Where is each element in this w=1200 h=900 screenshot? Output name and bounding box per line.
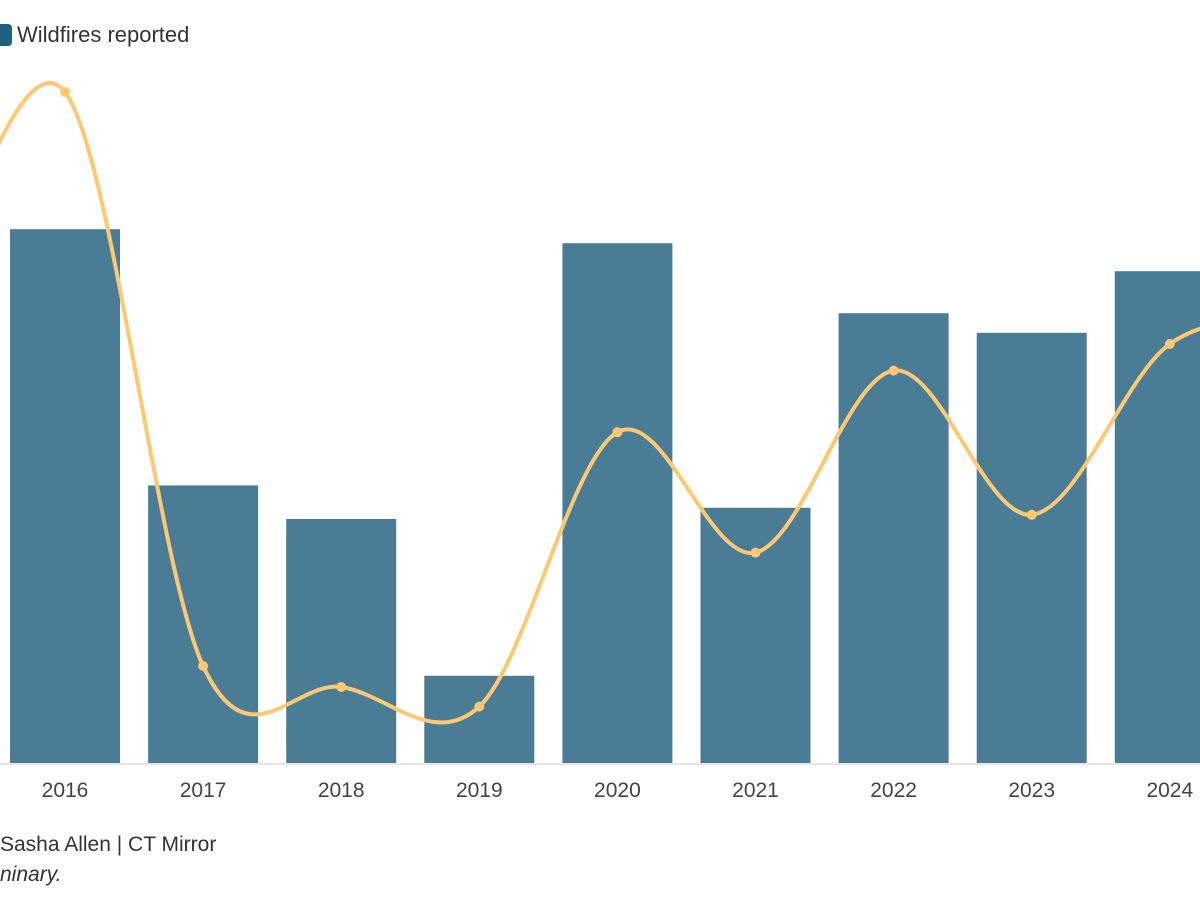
- footer: Sasha Allen | CT Mirror ninary.: [0, 830, 216, 890]
- bar-2023: [976, 332, 1087, 764]
- x-tick-label-2023: 2023: [1008, 779, 1055, 802]
- line-series: [0, 81, 1200, 725]
- x-axis-ticks: 2016 2017 2018 2019 2020 2021 2022 2023 2024: [42, 779, 1194, 802]
- x-tick-label-2022: 2022: [870, 779, 917, 802]
- bar-2022: [838, 313, 949, 764]
- line-point-2016: [60, 87, 70, 97]
- x-tick-label-2016: 2016: [42, 779, 89, 802]
- legend-label: Wildfires reported: [17, 22, 190, 47]
- bar-2018: [286, 519, 397, 764]
- legend: Wildfires reported: [0, 22, 189, 48]
- x-tick-label-2019: 2019: [456, 779, 503, 802]
- line-point-2024: [1164, 339, 1175, 349]
- footnote: ninary.: [0, 863, 62, 886]
- line-point-2020: [612, 427, 623, 438]
- bar-2019: [424, 675, 535, 764]
- legend-swatch: [0, 24, 12, 46]
- x-tick-label-2024: 2024: [1146, 779, 1193, 802]
- bar-2020: [562, 243, 673, 764]
- bar-series: [10, 229, 1200, 764]
- x-tick-label-2021: 2021: [732, 779, 779, 802]
- x-tick-label-2020: 2020: [594, 779, 641, 802]
- line-point-2023: [1026, 509, 1037, 520]
- line-point-2018: [336, 682, 347, 692]
- line-point-2017: [198, 661, 209, 671]
- bar-2016: [10, 229, 120, 764]
- line-point-2019: [474, 701, 485, 712]
- line-point-2021: [750, 547, 761, 558]
- credit-line: Sasha Allen | CT Mirror: [0, 833, 217, 856]
- line-point-2022: [888, 365, 899, 376]
- bar-2021: [700, 507, 811, 764]
- combo-chart: 2016 2017 2018 2019 2020 2021 2022 2023 2024: [0, 81, 1200, 802]
- bar-2024: [1114, 271, 1200, 764]
- x-tick-label-2017: 2017: [180, 779, 227, 802]
- x-tick-label-2018: 2018: [318, 779, 365, 802]
